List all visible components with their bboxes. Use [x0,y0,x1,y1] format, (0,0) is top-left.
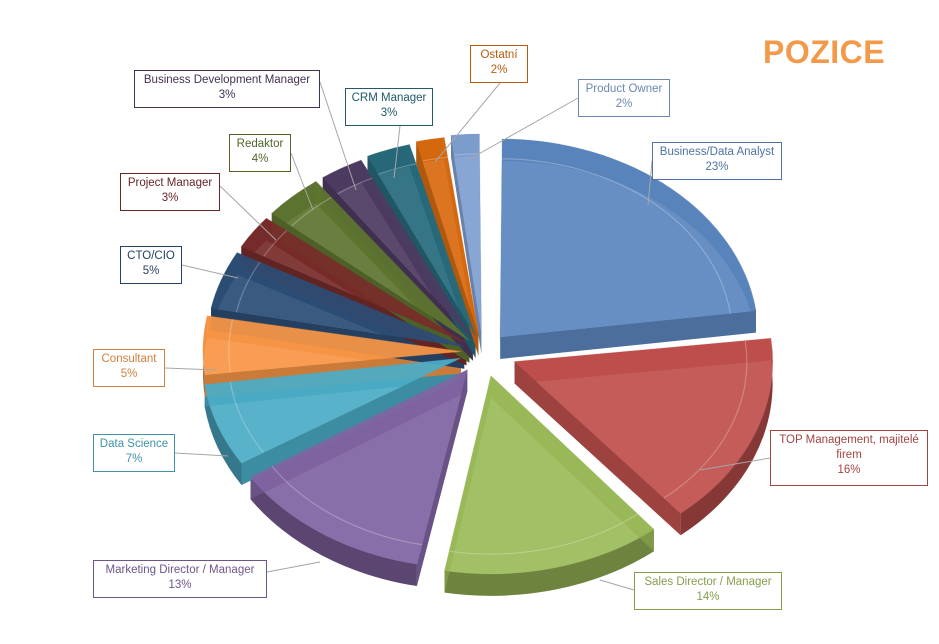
data-label-value: 5% [120,368,138,380]
pie-slice [366,144,477,337]
data-label-value: 3% [161,192,179,204]
data-label: TOP Management, majitelé firem 16% [770,430,928,486]
pie-slice-wall [451,135,482,355]
leader-line [181,264,239,279]
data-label: CTO/CIO 5% [120,246,182,284]
data-label-value: 2% [615,98,633,110]
pie-slice [210,252,465,348]
pie-slice [322,159,474,340]
data-label-value: 23% [705,161,729,173]
pie-slice [415,137,479,335]
pie-slice [249,368,469,565]
data-label-value: 7% [125,453,143,465]
data-label: Redaktor 4% [229,134,291,172]
pie-slice-highlight [229,381,264,453]
data-label: Data Science 7% [93,434,175,472]
pie-slice-side [680,338,773,536]
leader-line [319,81,357,191]
pie-slice [443,374,655,575]
data-label: Sales Director / Manager 14% [634,572,782,610]
data-label-category: Data Science [99,438,169,450]
pie-slice-highlight [235,261,261,313]
data-label-value: 3% [380,107,398,119]
leader-line [164,367,217,371]
data-label-category: Consultant [101,353,157,365]
data-label-value: 4% [251,153,269,165]
data-label: Business Development Manager 3% [134,70,320,108]
data-label-category: CTO/CIO [127,250,175,262]
data-label-category: Product Owner [585,83,663,95]
data-label: Business/Data Analyst 23% [652,142,782,180]
pie-slice-highlight [663,340,748,499]
data-label: Ostatní 2% [470,45,528,83]
pie-slice [499,138,757,338]
data-label-category: TOP Management, majitelé firem [779,434,919,461]
leader-line [266,561,321,573]
pie-slice-wall [500,310,756,359]
leader-line [434,82,501,163]
data-label-value: 2% [490,64,508,76]
pie-slice-side [250,477,417,587]
leader-line [174,452,229,457]
data-label-value: 14% [696,591,720,603]
pie-slice-highlight [422,156,448,162]
data-label-category: Redaktor [236,138,284,150]
leader-line [647,160,653,206]
pie-slice-highlight [378,163,417,175]
data-label-category: Project Manager [127,177,213,189]
data-label: Project Manager 3% [120,173,220,211]
data-label: Marketing Director / Manager 13% [93,560,267,598]
data-label-category: Business Development Manager [143,74,311,86]
data-label-value: 13% [168,579,192,591]
pie-slice-highlight [271,466,423,546]
data-label: CRM Manager 3% [345,88,433,126]
pie-slice [240,217,467,344]
leader-line [699,457,771,471]
leader-line [599,579,635,591]
data-label-value: 3% [218,89,236,101]
data-label-category: Sales Director / Manager [644,576,772,588]
data-label-category: Ostatní [480,49,518,61]
pie-slice [202,315,462,376]
pie-slice-side [204,384,242,486]
leader-line [467,97,579,161]
data-label-category: Marketing Director / Manager [105,564,255,576]
leader-line [290,152,314,211]
data-label-value: 16% [837,464,861,476]
leader-line [393,125,401,179]
pie-slice-highlight [263,230,287,257]
pie-slice [204,357,461,464]
data-label-value: 5% [142,265,160,277]
pie-slice-wall [514,361,681,536]
pie-slice-wall [241,358,461,486]
pie-slice-highlight [449,513,638,555]
pie-slice [513,337,774,514]
data-label: Product Owner 2% [578,79,670,117]
pie-slice-highlight [228,319,234,373]
pie-slice-wall [416,369,468,587]
pie-slice-highlight [291,196,332,227]
chart-title: POZICE [763,34,886,70]
data-label-category: CRM Manager [351,92,427,104]
leader-line [219,185,277,241]
data-label: Consultant 5% [93,349,165,387]
data-label-category: Business/Data Analyst [659,146,775,158]
pie-slice [270,180,470,342]
pie-slice [450,133,482,333]
pie-slice-highlight [502,158,731,314]
pie-slice-side [444,529,654,596]
